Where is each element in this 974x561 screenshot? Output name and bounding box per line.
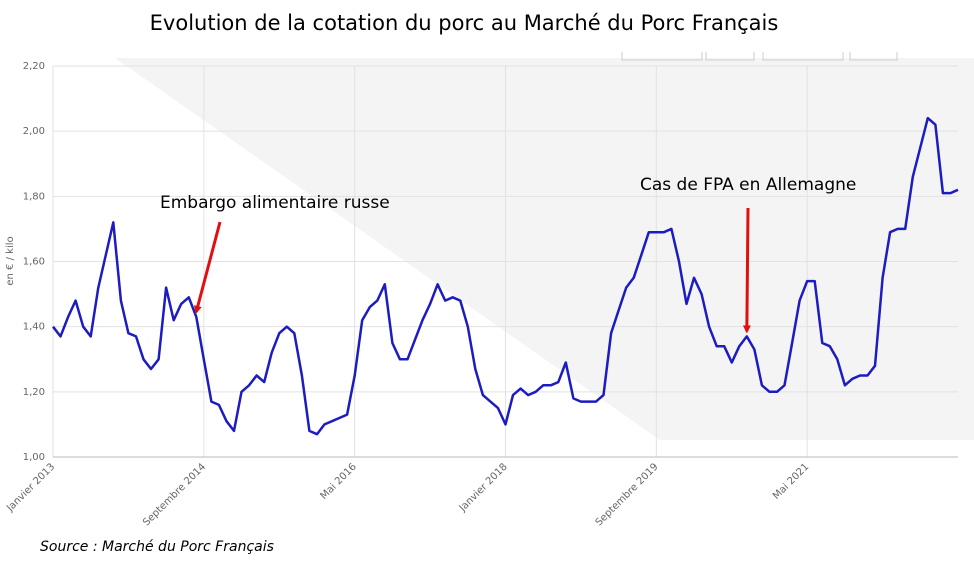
- x-tick-label: Septembre 2019: [594, 461, 661, 528]
- background-shade: [115, 58, 974, 440]
- price-line: [52, 116, 959, 436]
- y-tick-label: 1,80: [23, 191, 45, 202]
- annotation: Embargo alimentaire russe: [160, 193, 390, 213]
- y-axis-label: en € / kilo: [5, 236, 16, 285]
- x-tick-label: Mai 2021: [771, 461, 811, 501]
- y-tick-label: 1,00: [23, 452, 45, 463]
- annotation-arrow: [193, 221, 222, 314]
- y-tick-label: 2,00: [23, 126, 45, 137]
- annotation: Cas de FPA en Allemagne: [640, 175, 856, 195]
- y-tick-label: 2,20: [23, 61, 45, 72]
- x-tick-label: Septembre 2014: [141, 461, 208, 528]
- toolbar: [621, 52, 898, 61]
- y-tick-label: 1,40: [23, 322, 45, 333]
- chart-title: Evolution de la cotation du porc au Marc…: [150, 11, 779, 35]
- x-tick-label: Mai 2016: [318, 461, 358, 501]
- x-tick-label: Janvier 2018: [457, 461, 510, 514]
- y-tick-label: 1,20: [23, 387, 45, 398]
- y-tick-label: 1,60: [23, 257, 45, 268]
- x-tick-label: Janvier 2013: [4, 461, 57, 514]
- annotation-arrow: [742, 207, 751, 334]
- source: Source : Marché du Porc Français: [40, 539, 274, 555]
